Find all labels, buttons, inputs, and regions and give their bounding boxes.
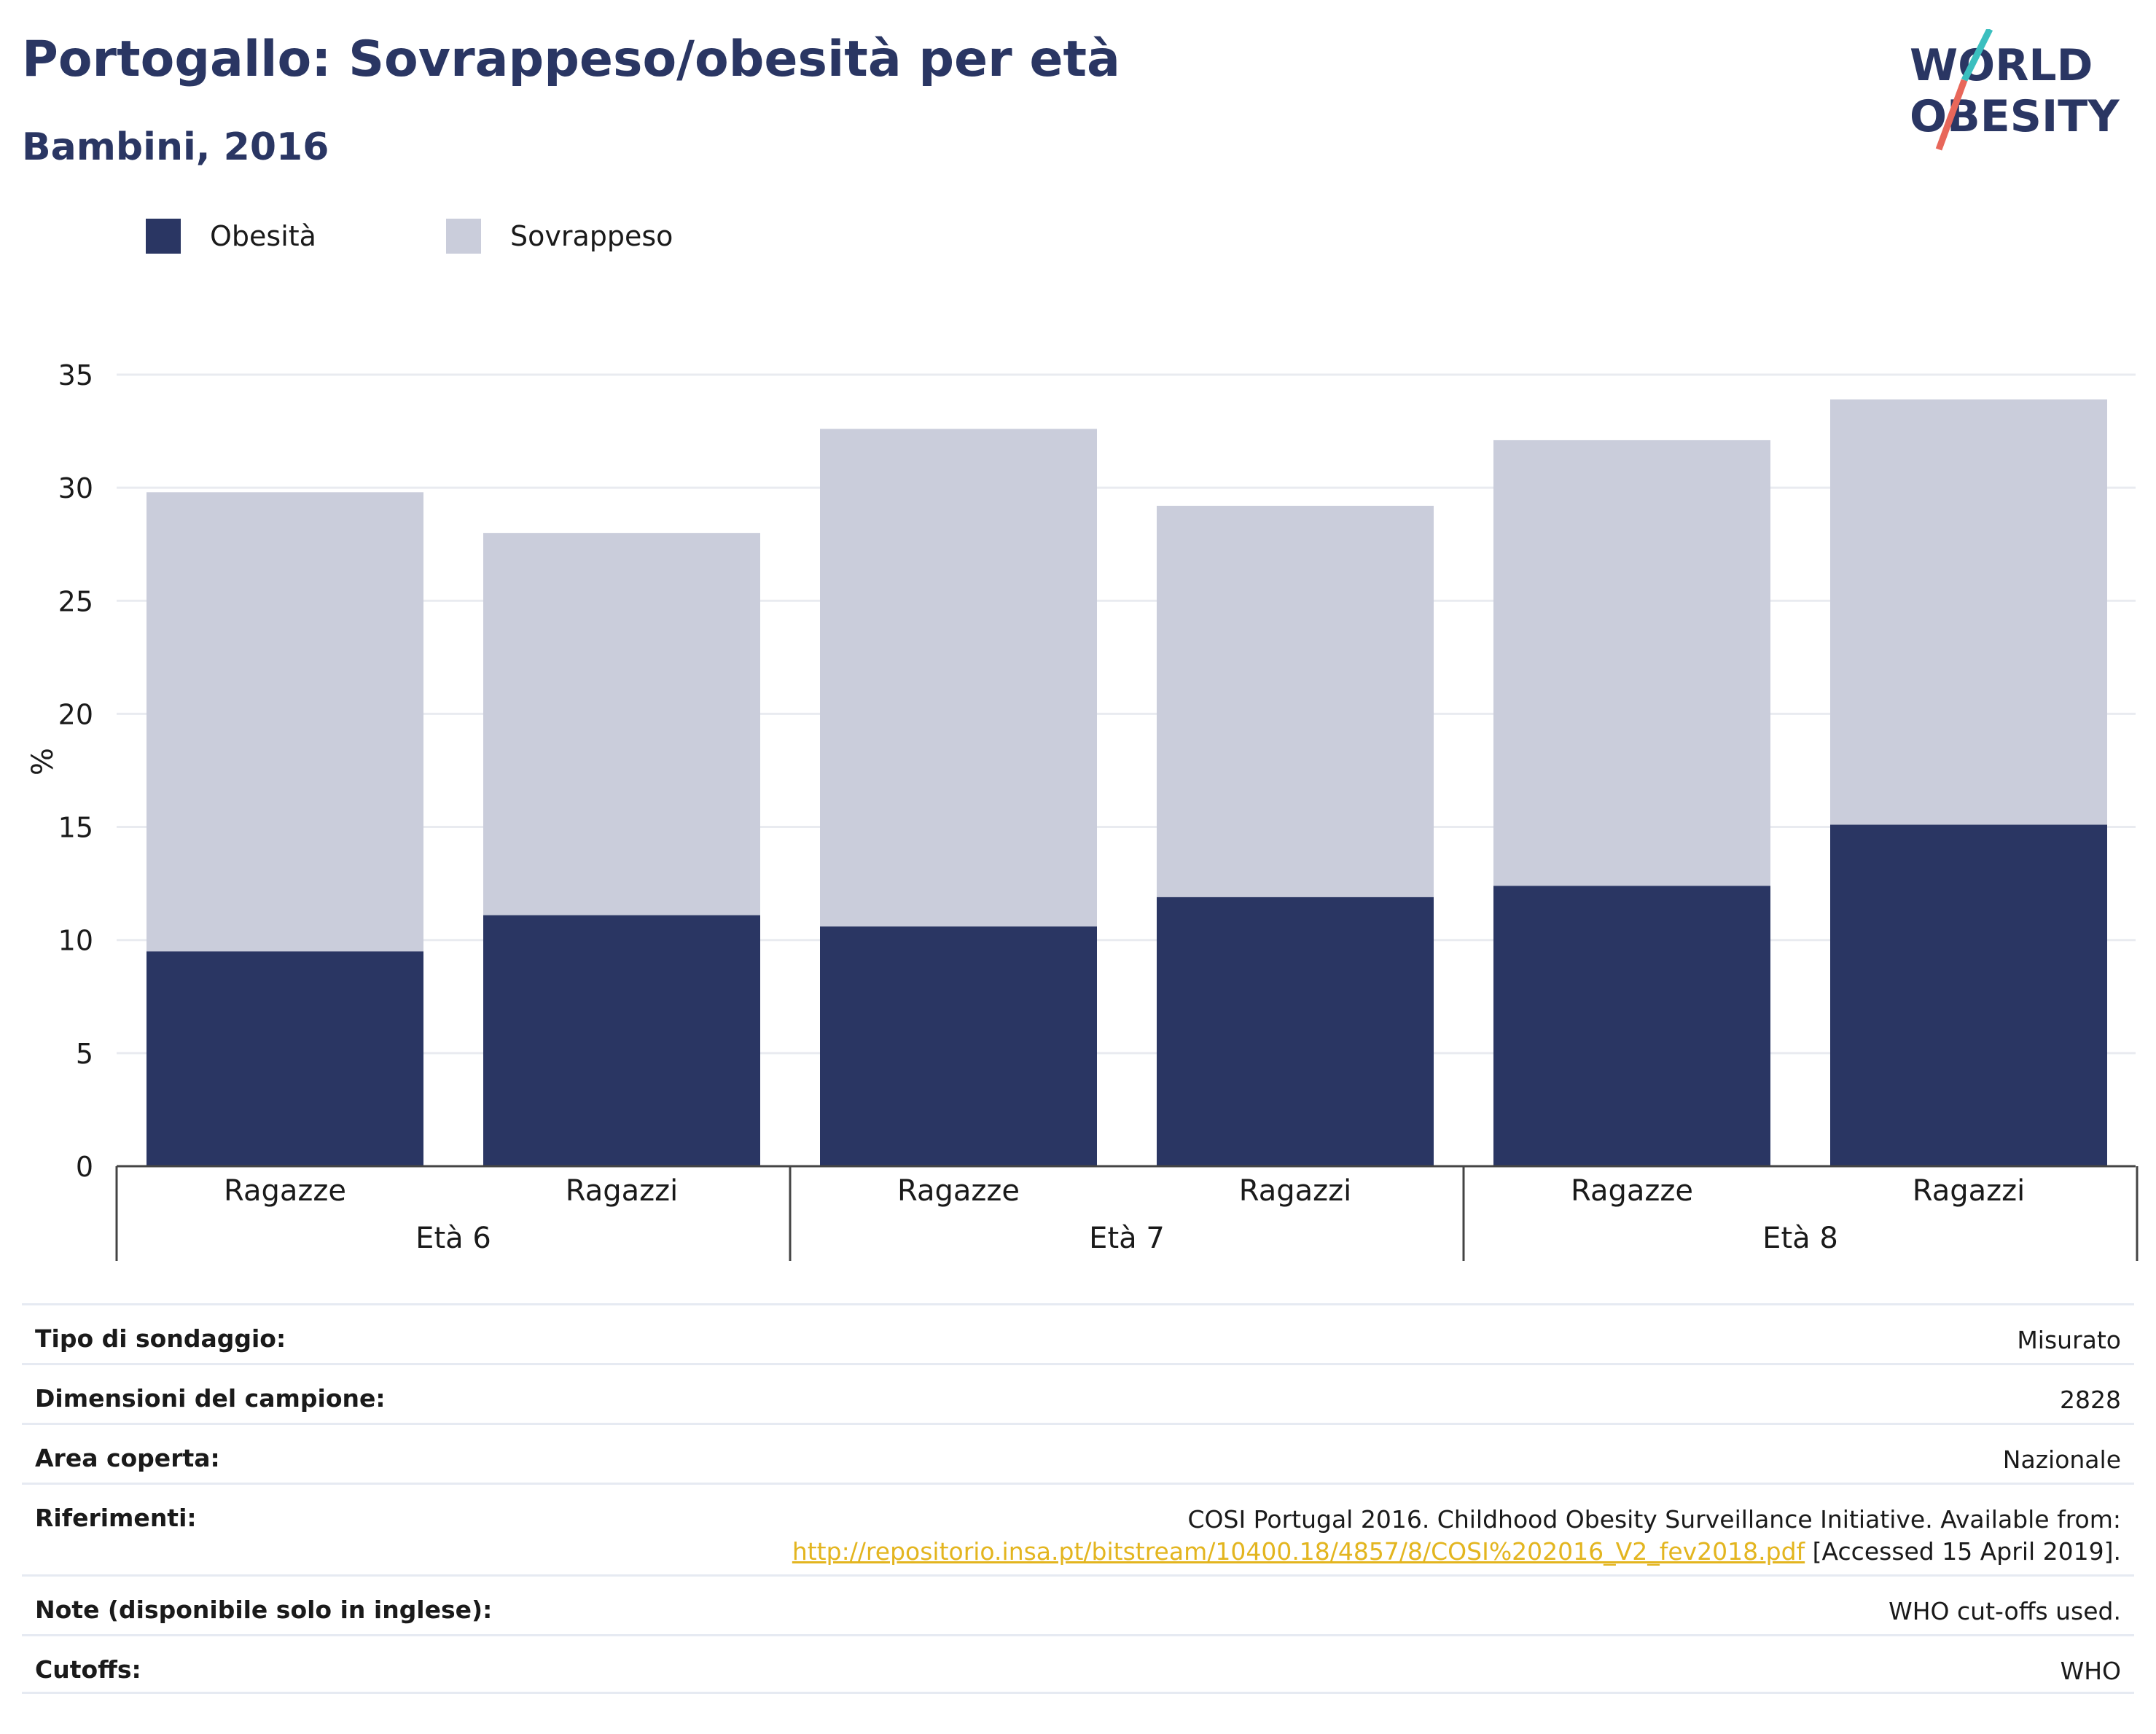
- info-row-notes: Note (disponibile solo in inglese): WHO …: [22, 1574, 2134, 1634]
- bar-overweight-1: [483, 533, 760, 915]
- page-title: Portogallo: Sovrappeso/obesità per età: [22, 31, 1120, 88]
- legend-label-obesity: Obesità: [210, 220, 316, 252]
- survey-info-table: Tipo di sondaggio: Misurato Dimensioni d…: [22, 1303, 2134, 1694]
- bar-overweight-2: [820, 429, 1097, 927]
- x-tick-label: Ragazze: [897, 1174, 1020, 1208]
- logo-line1: WORLD: [1910, 40, 2093, 91]
- reference-link[interactable]: http://repositorio.insa.pt/bitstream/104…: [792, 1537, 1805, 1566]
- x-tick-label: Ragazzi: [566, 1174, 678, 1208]
- info-value-area: Nazionale: [2002, 1445, 2121, 1474]
- info-label-area: Area coperta:: [35, 1444, 220, 1472]
- info-value-sample-size: 2828: [2060, 1386, 2121, 1414]
- bar-obesity-3: [1157, 897, 1434, 1166]
- info-value-references: COSI Portugal 2016. Childhood Obesity Su…: [792, 1504, 2121, 1568]
- info-value-notes: WHO cut-offs used.: [1889, 1597, 2121, 1625]
- info-value-cutoffs: WHO: [2060, 1657, 2121, 1685]
- info-label-cutoffs: Cutoffs:: [35, 1655, 141, 1684]
- legend-swatch-obesity: [146, 219, 181, 254]
- bar-obesity-2: [820, 926, 1097, 1166]
- logo-slash-coral: [1935, 79, 1968, 151]
- info-row-cutoffs: Cutoffs: WHO: [22, 1634, 2134, 1694]
- stacked-bar-chart: 0 5 10 15 20 25 30 35% Ragazze Ragazzi Ragazze Raga…: [26, 359, 2139, 1261]
- y-tick-label: 20: [58, 698, 93, 730]
- bar-obesity-5: [1830, 824, 2107, 1166]
- legend-swatch-overweight: [446, 219, 481, 254]
- x-group-label: Età 7: [1089, 1222, 1165, 1255]
- bar-obesity-1: [483, 915, 760, 1166]
- info-value-survey-type: Misurato: [2017, 1326, 2121, 1354]
- reference-accessed: [Accessed 15 April 2019].: [1805, 1537, 2121, 1566]
- bar-overweight-5: [1830, 399, 2107, 825]
- y-tick-label: 25: [58, 585, 93, 617]
- y-tick-label: 15: [58, 812, 93, 844]
- x-group-label: Età 8: [1762, 1222, 1838, 1255]
- reference-text: COSI Portugal 2016. Childhood Obesity Su…: [1187, 1505, 2121, 1534]
- y-tick-label: 5: [76, 1038, 93, 1070]
- logo-slash-teal: [1961, 29, 1993, 82]
- x-tick-label: Ragazze: [224, 1174, 346, 1208]
- world-obesity-logo: WORLD OBESITY: [1910, 29, 2120, 151]
- info-row-area: Area coperta: Nazionale: [22, 1423, 2134, 1483]
- page-subtitle: Bambini, 2016: [22, 125, 329, 169]
- info-label-sample-size: Dimensioni del campione:: [35, 1384, 386, 1413]
- bar-overweight-4: [1493, 440, 1770, 886]
- y-axis-label: %: [26, 748, 60, 776]
- y-tick-label: 0: [76, 1151, 93, 1183]
- y-tick-label: 30: [58, 472, 93, 504]
- bar-overweight-0: [147, 492, 423, 952]
- info-label-references: Riferimenti:: [35, 1504, 197, 1532]
- legend-label-overweight: Sovrappeso: [510, 220, 673, 252]
- info-label-survey-type: Tipo di sondaggio:: [35, 1324, 286, 1353]
- bar-overweight-3: [1157, 505, 1434, 897]
- info-row-sample-size: Dimensioni del campione: 2828: [22, 1363, 2134, 1423]
- info-row-survey-type: Tipo di sondaggio: Misurato: [22, 1303, 2134, 1363]
- bar-obesity-4: [1493, 886, 1770, 1166]
- legend-item-overweight[interactable]: Sovrappeso: [446, 219, 673, 254]
- x-tick-label: Ragazze: [1571, 1174, 1693, 1208]
- info-row-references: Riferimenti: COSI Portugal 2016. Childho…: [22, 1483, 2134, 1574]
- info-label-notes: Note (disponibile solo in inglese):: [35, 1596, 493, 1624]
- y-tick-label: 10: [58, 925, 93, 957]
- x-group-label: Età 6: [415, 1222, 491, 1255]
- legend-item-obesity[interactable]: Obesità: [146, 219, 316, 254]
- x-tick-label: Ragazzi: [1913, 1174, 2025, 1208]
- x-tick-label: Ragazzi: [1239, 1174, 1351, 1208]
- y-tick-label: 35: [58, 359, 93, 391]
- bar-obesity-0: [147, 951, 423, 1166]
